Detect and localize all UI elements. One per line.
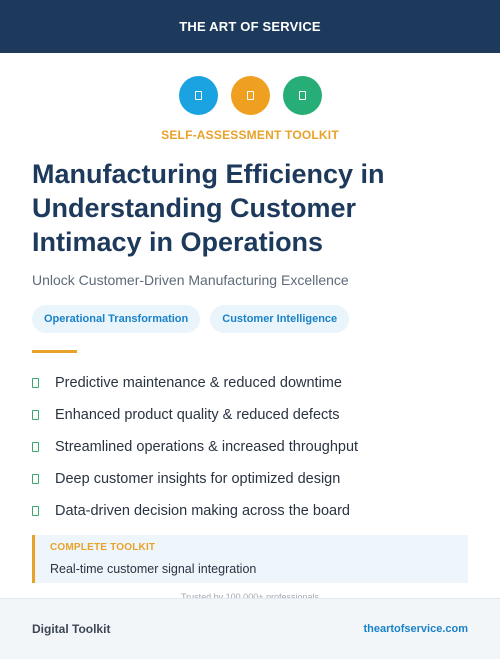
tag-list: Operational Transformation Customer Inte…	[32, 305, 350, 333]
benefit-text: Streamlined operations & increased throu…	[55, 439, 359, 455]
check-icon	[32, 378, 39, 388]
page-title: Manufacturing Efficiency in Understandin…	[32, 159, 385, 257]
document-icon	[178, 76, 218, 115]
tag-operational-transformation: Operational Transformation	[32, 305, 201, 333]
document-icon	[282, 76, 322, 115]
list-item: Deep customer insights for optimized des…	[32, 463, 358, 495]
list-item: Data-driven decision making across the b…	[32, 495, 358, 527]
callout-label: COMPLETE TOOLKIT	[50, 542, 156, 553]
trusted-note: Trusted by 100,000+ professionals	[180, 592, 319, 602]
subtitle: Unlock Customer-Driven Manufacturing Exc…	[32, 272, 349, 288]
footer-website-link[interactable]: theartofservice.com	[363, 623, 468, 635]
kicker-label: SELF-ASSESSMENT TOOLKIT	[161, 128, 339, 142]
footer-label: Digital Toolkit	[32, 622, 111, 636]
list-item: Streamlined operations & increased throu…	[32, 431, 358, 463]
benefit-text: Predictive maintenance & reduced downtim…	[55, 375, 342, 391]
benefit-text: Deep customer insights for optimized des…	[55, 471, 341, 487]
check-icon	[32, 410, 39, 420]
list-item: Predictive maintenance & reduced downtim…	[32, 367, 358, 399]
benefit-text: Enhanced product quality & reduced defec…	[55, 407, 340, 423]
benefit-text: Data-driven decision making across the b…	[55, 503, 350, 519]
document-icon	[230, 76, 270, 115]
brand-name: THE ART OF SERVICE	[179, 19, 321, 34]
callout-box: COMPLETE TOOLKIT Real-time customer sign…	[32, 535, 468, 583]
accent-divider	[32, 350, 77, 353]
list-item: Enhanced product quality & reduced defec…	[32, 399, 358, 431]
icon-row	[0, 76, 500, 115]
benefit-list: Predictive maintenance & reduced downtim…	[32, 367, 358, 527]
check-icon	[32, 506, 39, 516]
tag-customer-intelligence: Customer Intelligence	[210, 305, 350, 333]
check-icon	[32, 442, 39, 452]
check-icon	[32, 474, 39, 484]
header-bar: THE ART OF SERVICE	[0, 0, 500, 53]
callout-text: Real-time customer signal integration	[50, 562, 257, 576]
footer-bar: Digital Toolkit theartofservice.com	[0, 598, 500, 659]
